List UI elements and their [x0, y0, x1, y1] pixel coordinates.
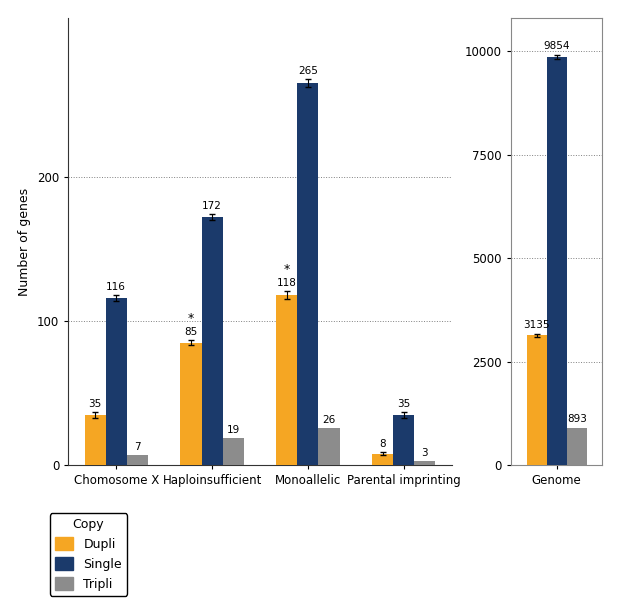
- Text: 35: 35: [397, 399, 410, 409]
- Text: *: *: [188, 313, 194, 325]
- Bar: [414, 461, 435, 465]
- Text: 118: 118: [277, 278, 297, 288]
- Bar: [202, 217, 223, 465]
- Text: 265: 265: [298, 66, 318, 76]
- Text: 893: 893: [567, 414, 587, 424]
- Y-axis label: Number of genes: Number of genes: [19, 188, 32, 295]
- Bar: [181, 342, 202, 465]
- Text: 9854: 9854: [543, 41, 570, 51]
- Bar: [567, 428, 587, 465]
- Text: 26: 26: [322, 415, 336, 425]
- Bar: [84, 415, 106, 465]
- Bar: [546, 57, 567, 465]
- Bar: [106, 298, 127, 465]
- Bar: [223, 438, 243, 465]
- Bar: [393, 415, 414, 465]
- Bar: [372, 454, 393, 465]
- Text: 35: 35: [89, 399, 102, 409]
- Legend: Dupli, Single, Tripli: Dupli, Single, Tripli: [50, 513, 127, 596]
- Text: 19: 19: [227, 425, 240, 435]
- Text: 3135: 3135: [524, 320, 550, 330]
- Text: 116: 116: [106, 282, 126, 292]
- Text: *: *: [284, 263, 290, 276]
- Bar: [127, 455, 148, 465]
- Bar: [276, 295, 297, 465]
- Bar: [527, 336, 546, 465]
- Text: 3: 3: [422, 448, 428, 458]
- Bar: [319, 427, 340, 465]
- Text: 7: 7: [134, 442, 140, 452]
- Text: 8: 8: [379, 439, 386, 449]
- Text: 85: 85: [184, 327, 197, 337]
- Text: 172: 172: [202, 201, 222, 212]
- Bar: [297, 83, 319, 465]
